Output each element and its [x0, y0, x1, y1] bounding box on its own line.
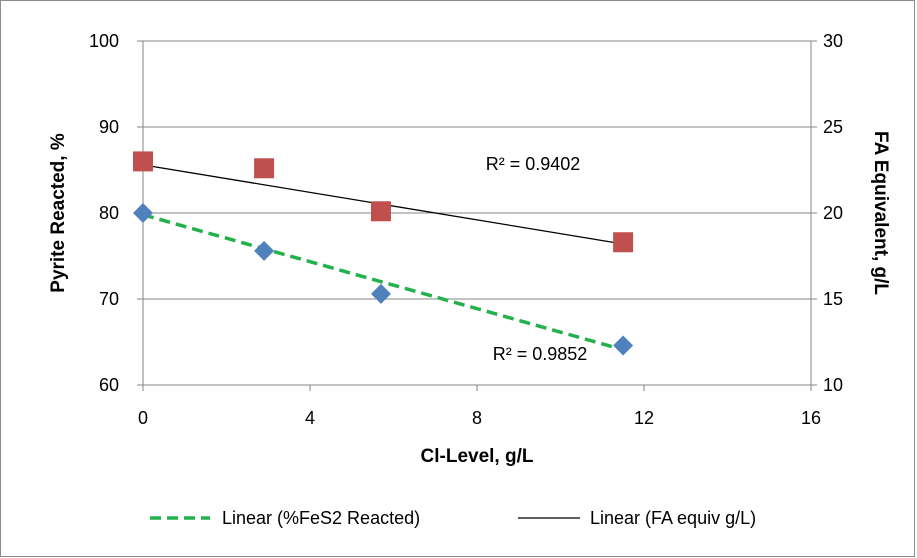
data-markers: [133, 151, 634, 356]
y2-tick-label-1: 15: [823, 289, 843, 309]
y2-axis-title: FA Equivalent, g/L: [870, 131, 891, 295]
y2-tick-label-4: 30: [823, 31, 843, 51]
y-tick-label-4: 100: [89, 31, 119, 51]
trendline-0: [142, 213, 624, 352]
r-squared-label-0: R² = 0.9852: [493, 344, 588, 364]
legend-label-0: Linear (%FeS2 Reacted): [222, 508, 420, 528]
series-1-point-2: [370, 201, 391, 222]
axis-labels: 60 70 80 90 100 10 15 20 25 30 0 4 8 12 16 Cl-Level, g/…: [48, 31, 891, 467]
series-0-point-3: [613, 335, 634, 356]
y-tick-label-2: 80: [99, 203, 119, 223]
r-squared-label-1: R² = 0.9402: [486, 154, 581, 174]
legend: Linear (%FeS2 Reacted) Linear (FA equiv g…: [150, 508, 756, 528]
x-tick-label-1: 4: [305, 408, 315, 428]
y-tick-label-1: 70: [99, 289, 119, 309]
legend-label-1: Linear (FA equiv g/L): [590, 508, 756, 528]
x-tick-label-0: 0: [138, 408, 148, 428]
y2-tick-label-3: 25: [823, 117, 843, 137]
y2-tick-label-0: 10: [823, 375, 843, 395]
y-axis-title: Pyrite Reacted, %: [48, 133, 69, 293]
y2-tick-label-2: 20: [823, 203, 843, 223]
series-1-point-1: [254, 158, 275, 179]
series-1-point-0: [133, 151, 153, 172]
series-0-point-0: [133, 203, 153, 223]
x-tick-label-4: 16: [801, 408, 821, 428]
series-0-point-1: [254, 240, 275, 261]
gridlines: [143, 40, 811, 386]
x-tick-label-3: 12: [634, 408, 654, 428]
series-0-point-2: [370, 283, 391, 304]
series-1-point-3: [613, 232, 634, 253]
y-tick-label-0: 60: [99, 375, 119, 395]
y-tick-label-3: 90: [99, 117, 119, 137]
x-tick-label-2: 8: [472, 408, 482, 428]
x-axis-title: Cl-Level, g/L: [421, 446, 534, 467]
